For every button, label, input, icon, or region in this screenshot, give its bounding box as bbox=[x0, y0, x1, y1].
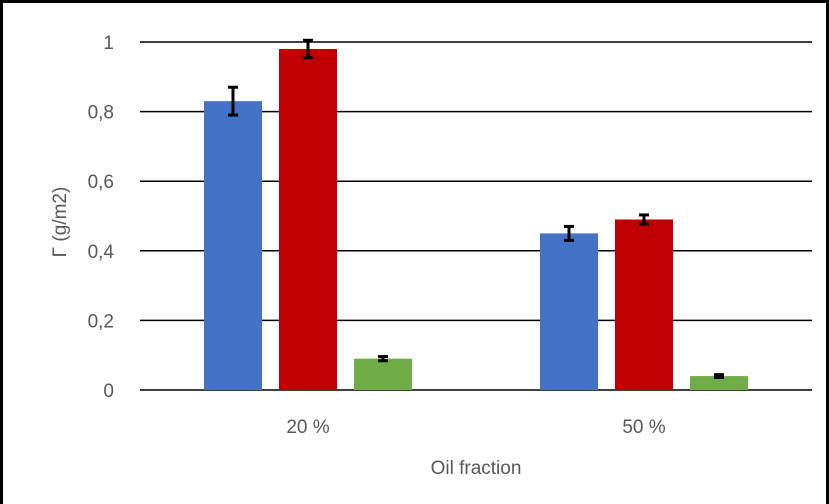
error-bar bbox=[714, 373, 724, 379]
bar bbox=[690, 376, 748, 390]
error-bar bbox=[378, 355, 388, 363]
bar bbox=[615, 219, 673, 390]
y-tick-label: 0 bbox=[103, 381, 114, 402]
error-bar bbox=[639, 213, 649, 226]
y-tick-label: 1 bbox=[103, 33, 114, 54]
x-tick-label: 20 % bbox=[286, 417, 329, 438]
error-bar bbox=[228, 85, 238, 117]
bar bbox=[354, 358, 412, 390]
error-bar bbox=[564, 224, 574, 242]
x-tick-label: 50 % bbox=[622, 417, 665, 438]
bars bbox=[204, 38, 748, 391]
y-axis-ticks: 0 0,2 0,4 0,6 0,8 1 bbox=[88, 33, 115, 402]
bar bbox=[540, 233, 598, 390]
x-axis-title: Oil fraction bbox=[431, 458, 522, 479]
y-tick-label: 0,8 bbox=[88, 103, 114, 124]
y-tick-label: 0,2 bbox=[88, 311, 114, 332]
y-tick-label: 0,6 bbox=[88, 172, 114, 193]
bar bbox=[279, 48, 337, 391]
y-axis-title: Γ (g/m2) bbox=[50, 187, 71, 258]
error-bar bbox=[303, 38, 313, 60]
bar bbox=[204, 101, 262, 390]
x-axis-ticks: 20 % 50 % bbox=[286, 417, 665, 438]
y-tick-label: 0,4 bbox=[88, 242, 115, 263]
